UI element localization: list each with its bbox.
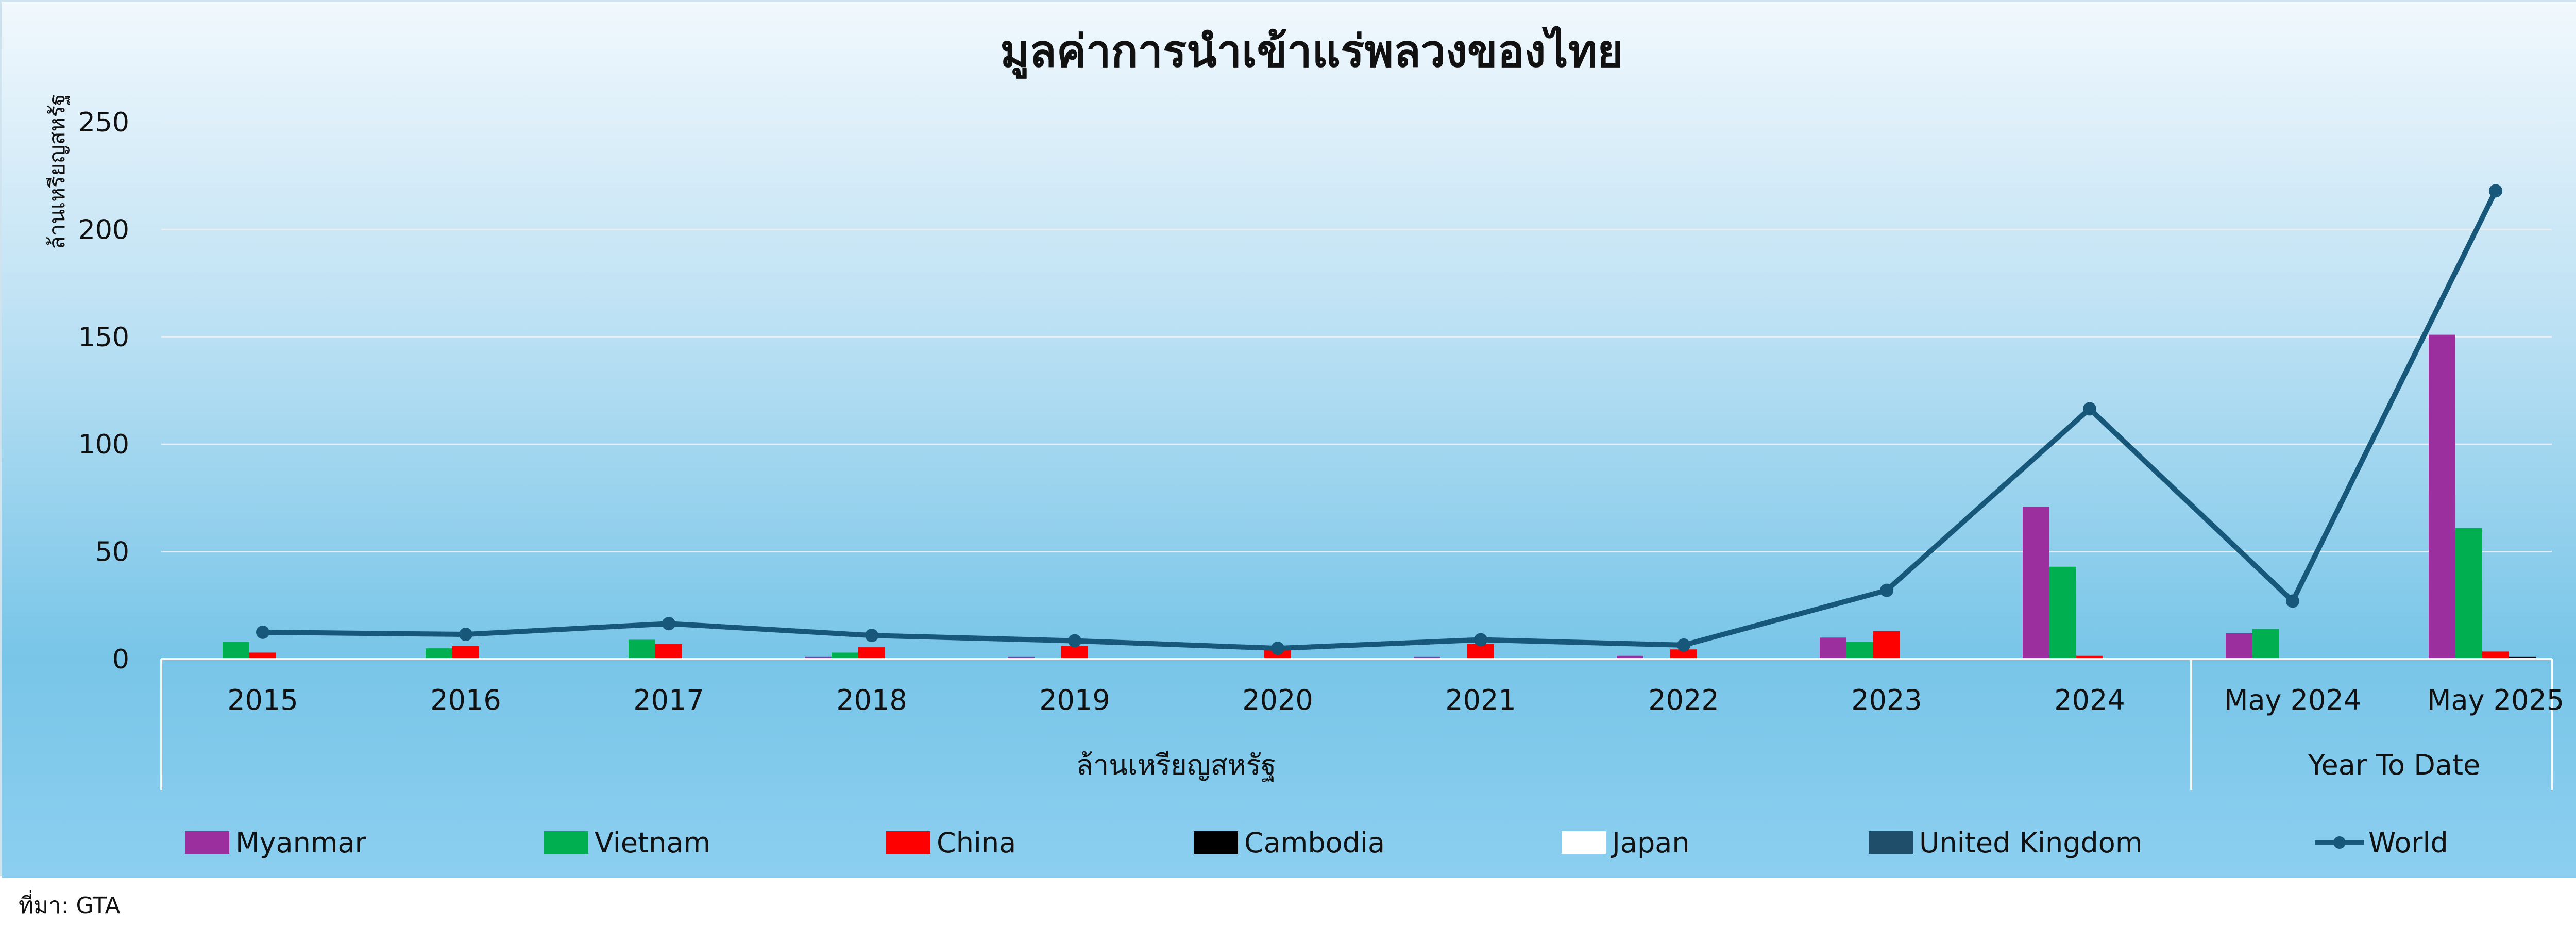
x-group-label-year-to-date: Year To Date [2308, 749, 2481, 781]
source-note: ที่มา: GTA [19, 893, 121, 919]
legend-label-united-kingdom: United Kingdom [1919, 827, 2142, 859]
legend-swatch-myanmar [185, 831, 229, 854]
chart-background [2, 2, 2576, 878]
point-world-2022 [1677, 638, 1690, 652]
bar-vietnam-2023 [1846, 642, 1873, 659]
point-world-2019 [1068, 634, 1081, 648]
legend-swatch-china [886, 831, 930, 854]
point-world-2020 [1271, 642, 1284, 655]
x-tick-label-may-2025: May 2025 [2427, 684, 2564, 716]
x-tick-label-2022: 2022 [1648, 684, 1719, 716]
bar-myanmar-may-2024 [2226, 633, 2252, 659]
bars [223, 334, 2536, 659]
bar-china-2021 [1467, 644, 1494, 659]
y-tick-label-50: 50 [95, 537, 129, 568]
x-tick-label-2021: 2021 [1445, 684, 1516, 716]
legend-label-myanmar: Myanmar [235, 827, 367, 859]
legend-marker-world [2333, 836, 2346, 849]
bar-myanmar-2018 [805, 656, 832, 659]
bar-china-2024 [2076, 655, 2103, 659]
point-world-2024 [2083, 402, 2096, 416]
bar-myanmar-2022 [1617, 655, 1643, 659]
legend-label-vietnam: Vietnam [595, 827, 710, 859]
x-axis: 2015 2016 2017 2018 2019 2020 2021 2022 2023 2024… [160, 658, 2564, 790]
point-world-2016 [459, 628, 472, 642]
point-world-may-2024 [2286, 594, 2299, 608]
bar-myanmar-2019 [1008, 656, 1035, 659]
bar-myanmar-2024 [2023, 507, 2049, 659]
y-tick-label-150: 150 [78, 322, 129, 353]
bar-vietnam-2018 [832, 652, 858, 659]
line-world [262, 190, 2498, 651]
x-tick-label-2024: 2024 [2054, 684, 2125, 716]
point-world-2015 [256, 625, 269, 639]
point-world-may-2025 [2489, 184, 2502, 198]
legend-label-japan: Japan [1611, 827, 1690, 859]
chart-title: มูลค่าการนำเข้าแร่พลวงของไทย [1000, 26, 1623, 79]
point-world-2023 [1880, 583, 1893, 597]
x-tick-label-2017: 2017 [633, 684, 704, 716]
chart: มูลค่าการนำเข้าแร่พลวงของไทย ล้านเหรียญส… [2, 2, 2576, 878]
y-tick-label-200: 200 [78, 214, 129, 245]
y-tick-label-0: 0 [112, 644, 129, 675]
bar-vietnam-may-2024 [2252, 629, 2279, 659]
bar-vietnam-2024 [2049, 566, 2076, 659]
bar-china-2023 [1873, 631, 1900, 659]
legend-label-world: World [2368, 827, 2448, 859]
bar-vietnam-2016 [426, 648, 452, 659]
x-tick-label-2020: 2020 [1242, 684, 1313, 716]
x-tick-label-may-2024: May 2024 [2224, 684, 2361, 716]
bar-vietnam-2017 [629, 639, 655, 659]
bar-china-2016 [452, 646, 479, 659]
x-tick-label-2018: 2018 [836, 684, 907, 716]
bar-myanmar-may-2025 [2429, 334, 2455, 659]
legend-label-china: China [937, 827, 1016, 859]
y-tick-label-250: 250 [78, 107, 129, 138]
bar-myanmar-2023 [1820, 637, 1846, 659]
x-tick-label-2023: 2023 [1851, 684, 1922, 716]
bar-china-may-2025 [2482, 651, 2509, 659]
x-group-label-group: ล้านเหรียญสหรัฐ [1076, 749, 1276, 782]
bar-china-2022 [1670, 649, 1697, 659]
bar-china-2019 [1061, 646, 1088, 659]
bar-china-2015 [249, 652, 276, 659]
legend-swatch-japan [1562, 831, 1606, 854]
point-world-2021 [1474, 633, 1487, 647]
legend-swatch-cambodia [1194, 831, 1238, 854]
legend: Myanmar Vietnam China Cambodia Japan United K… [185, 827, 2448, 859]
chart-area: มูลค่าการนำเข้าแร่พลวงของไทย ล้านเหรียญส… [0, 0, 2576, 878]
y-axis-label: ล้านเหรียญสหรัฐ [44, 94, 70, 249]
bar-china-2017 [655, 644, 682, 659]
x-tick-label-2019: 2019 [1039, 684, 1110, 716]
gridlines: 0 50 100 150 200 250 [78, 107, 2552, 675]
x-tick-label-2015: 2015 [227, 684, 298, 716]
point-world-2018 [865, 629, 878, 643]
point-world-2017 [662, 617, 675, 631]
world-line-series [256, 184, 2502, 655]
legend-swatch-vietnam [544, 831, 588, 854]
x-tick-label-2016: 2016 [430, 684, 501, 716]
legend-label-cambodia: Cambodia [1244, 827, 1385, 859]
y-tick-label-100: 100 [78, 429, 129, 460]
bar-cambodia-may-2025 [2509, 656, 2536, 659]
bar-vietnam-2015 [223, 642, 249, 659]
legend-swatch-united-kingdom [1869, 831, 1913, 854]
bar-china-2018 [858, 647, 885, 659]
bar-vietnam-may-2025 [2455, 528, 2482, 659]
bar-myanmar-2021 [1414, 656, 1440, 659]
